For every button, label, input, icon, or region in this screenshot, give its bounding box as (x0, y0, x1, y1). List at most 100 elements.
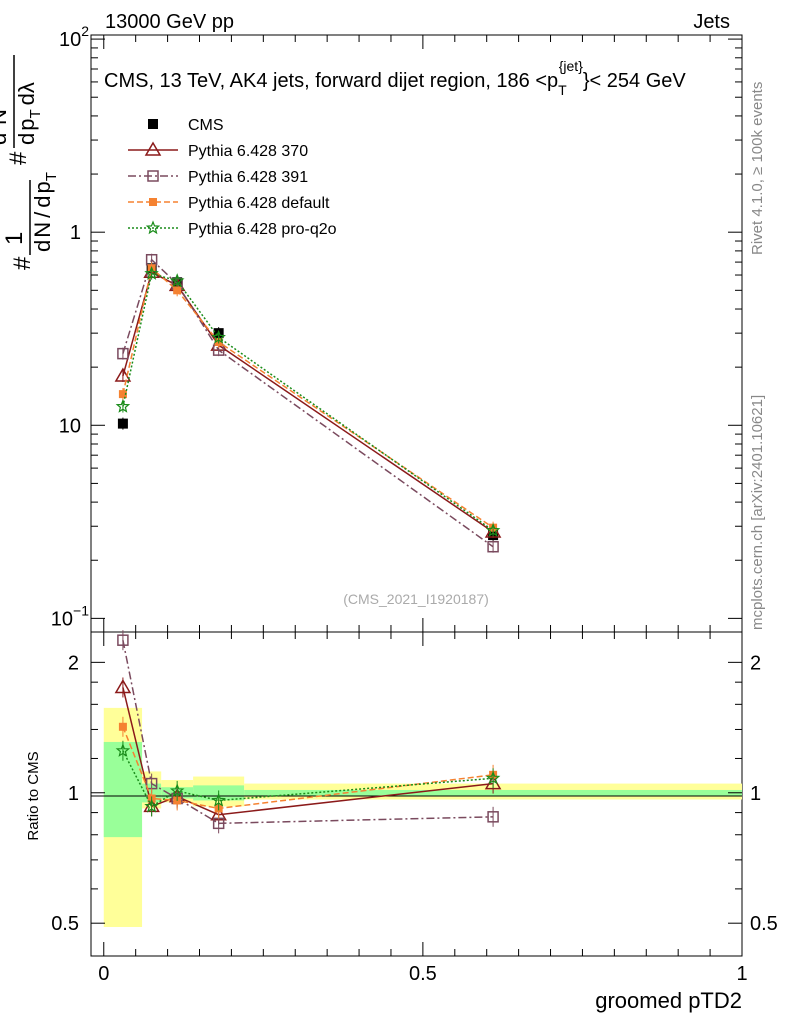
main-point (487, 540, 499, 553)
ratio-ytick-label: 2 (68, 652, 79, 674)
main-ylabel: # 1 dN/dpT # d2N dpTdλ # (0, 55, 60, 270)
main-ytick-base: 10 (59, 415, 81, 437)
marker-star (211, 329, 226, 344)
marker-star (144, 798, 159, 813)
marker-open-square (147, 170, 159, 182)
marker-star (211, 792, 226, 807)
legend-marker (144, 141, 162, 156)
main-point (117, 418, 128, 429)
legend-item: Pythia 6.428 pro-q2o (128, 220, 337, 238)
ratio-point (117, 634, 129, 646)
main-ytick-exp: −1 (73, 602, 89, 618)
marker-star (485, 522, 501, 537)
main-point (118, 390, 127, 399)
ratio-point (485, 770, 501, 785)
ylabel-hash1: # (9, 256, 36, 270)
marker-open-square (117, 347, 129, 360)
marker-star (169, 783, 185, 798)
main-series-line (122, 266, 494, 529)
ratio-ytick-label-right: 1 (750, 783, 761, 805)
ratio-data-series (114, 630, 502, 834)
ratio-point (211, 792, 226, 807)
ratio-ytick-label-right: 2 (750, 652, 761, 674)
ratio-ytick-label-right: 0.5 (750, 913, 778, 935)
legend-item: Pythia 6.428 default (128, 195, 330, 212)
marker-star (115, 743, 131, 757)
legend-marker (149, 198, 157, 206)
ratio-ytick-label: 0.5 (51, 913, 79, 935)
main-ytick-base: 10 (59, 29, 81, 51)
ratio-series-2 (118, 716, 498, 819)
legend-item: CMS (148, 117, 224, 134)
ratio-axis-ticks: 0.5 0.5 1 1 2 2 0 0.5 1 (51, 632, 778, 985)
legend-label: Pythia 6.428 default (188, 195, 330, 212)
ratio-point (118, 722, 127, 731)
mcplots-label: mcplots.cern.ch [arXiv:2401.10621] (749, 395, 766, 630)
marker-small-square (149, 198, 157, 206)
marker-filled-square (117, 418, 128, 429)
ratio-xtick-label: 1 (736, 963, 747, 985)
marker-star (115, 398, 131, 413)
header-jets-label: Jets (693, 11, 730, 33)
main-ytick-label: 1 (70, 222, 81, 244)
legend-marker (145, 220, 161, 235)
ratio-series-3 (115, 740, 501, 817)
ratio-series-line (122, 640, 494, 825)
marker-star (145, 220, 161, 235)
main-point (115, 398, 131, 413)
main-ytick-label: 102 (59, 23, 89, 51)
marker-filled-square (148, 119, 158, 129)
legend-label: Pythia 6.428 370 (188, 143, 308, 160)
analysis-watermark: (CMS_2021_I1920187) (343, 591, 489, 607)
ratio-uncertainty-bands (103, 707, 743, 927)
legend-marker (148, 119, 158, 129)
main-ytick-base: 1 (70, 222, 81, 244)
main-ytick-base: 10 (51, 608, 73, 630)
marker-star (485, 770, 501, 785)
main-point (211, 329, 226, 344)
ylabel-hash2: # (5, 151, 32, 165)
ratio-ylabel: Ratio to CMS (25, 751, 42, 840)
marker-open-triangle (144, 141, 162, 156)
marker-small-square (173, 286, 182, 295)
marker-star (144, 265, 159, 280)
ylabel-dN: dN/dpT (30, 172, 60, 252)
main-series-line (122, 272, 494, 532)
main-ytick-exp: 2 (81, 23, 89, 39)
ylabel-d2N: d2N (0, 109, 11, 145)
ratio-point (115, 743, 131, 757)
header-energy-label: 13000 GeV pp (105, 11, 234, 33)
ratio-point (114, 678, 132, 694)
chart-title: CMS, 13 TeV, AK4 jets, forward dijet reg… (104, 58, 686, 98)
main-point (114, 367, 132, 382)
legend-label: Pythia 6.428 pro-q2o (188, 221, 337, 238)
legend: CMS Pythia 6.428 370 Pythia 6.428 391 Pythi… (128, 117, 337, 238)
marker-open-triangle (114, 367, 132, 382)
marker-small-square (118, 390, 127, 399)
main-series-4 (115, 265, 501, 537)
legend-item: Pythia 6.428 391 (128, 169, 308, 186)
marker-small-square (118, 722, 127, 731)
marker-open-square (487, 811, 499, 823)
legend-label: CMS (188, 117, 224, 134)
legend-marker (147, 170, 159, 182)
ratio-point (144, 798, 159, 813)
main-point (173, 286, 182, 295)
ratio-point (487, 811, 499, 823)
ylabel-dpt-dlambda: dpTdλ (14, 82, 44, 145)
marker-open-square (117, 634, 129, 646)
main-ytick-label: 10−1 (51, 602, 89, 630)
ratio-xtick-label: 0 (98, 963, 109, 985)
ratio-ytick-label: 1 (68, 783, 79, 805)
main-point (144, 265, 159, 280)
main-ytick-label: 10 (59, 415, 81, 437)
marker-open-square (487, 540, 499, 553)
marker-star (169, 273, 185, 288)
rivet-version-label: Rivet 4.1.0, ≥ 100k events (749, 82, 766, 255)
main-point (169, 273, 185, 288)
legend-label: Pythia 6.428 391 (188, 169, 308, 186)
marker-open-triangle (114, 678, 132, 694)
main-series-3 (118, 262, 498, 534)
